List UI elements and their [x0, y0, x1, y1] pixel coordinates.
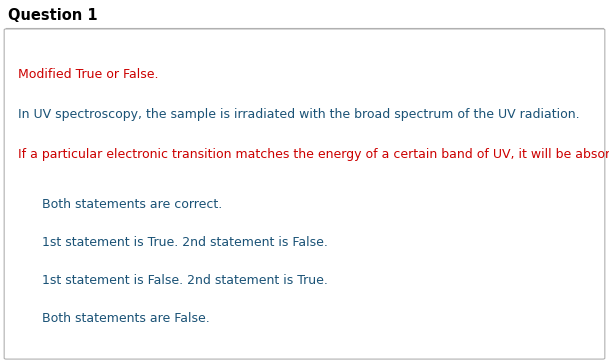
Text: Both statements are False.: Both statements are False.	[42, 312, 209, 325]
Text: In UV spectroscopy, the sample is irradiated with the broad spectrum of the UV r: In UV spectroscopy, the sample is irradi…	[18, 108, 580, 121]
Text: Both statements are correct.: Both statements are correct.	[42, 198, 222, 211]
Text: Question 1: Question 1	[8, 8, 97, 23]
Text: 1st statement is False. 2nd statement is True.: 1st statement is False. 2nd statement is…	[42, 274, 328, 287]
Text: Modified True or False.: Modified True or False.	[18, 68, 158, 81]
Text: 1st statement is True. 2nd statement is False.: 1st statement is True. 2nd statement is …	[42, 236, 328, 249]
Text: If a particular electronic transition matches the energy of a certain band of UV: If a particular electronic transition ma…	[18, 148, 609, 161]
